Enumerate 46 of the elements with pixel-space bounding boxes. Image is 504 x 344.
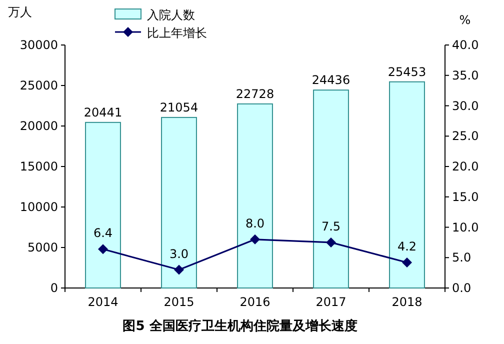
data-label: 25453 — [388, 64, 426, 79]
point — [174, 264, 184, 275]
y2-tick-label: 5.0 — [452, 250, 472, 265]
x-tick-label: 2014 — [88, 295, 118, 309]
y2-tick-label: 40.0 — [452, 38, 479, 52]
point — [250, 234, 260, 244]
legend-label: 入院人数 — [147, 8, 195, 22]
x-tick-label: 2018 — [392, 295, 422, 309]
y2-tick-label: 25.0 — [452, 129, 479, 144]
data-label: 22728 — [236, 86, 274, 101]
y-tick-label: 10000 — [20, 200, 58, 214]
legend-label: 比上年增长 — [147, 26, 207, 40]
data-label: 7.5 — [321, 219, 341, 234]
data-label: 4.2 — [397, 239, 417, 254]
y2-tick-label: 10.0 — [452, 220, 479, 234]
bar — [85, 122, 121, 288]
y2-tick-label: 0.0 — [452, 281, 472, 295]
x-tick-label: 2015 — [164, 295, 194, 309]
y-axis-title: 万人 — [8, 5, 32, 19]
data-label: 24436 — [312, 73, 350, 88]
point — [326, 237, 336, 248]
data-label: 6.4 — [93, 226, 113, 240]
bar — [313, 90, 349, 288]
data-label: 20441 — [84, 105, 122, 120]
y2-axis-title: % — [459, 13, 471, 27]
text: 图5 全国医疗卫生机构住院量及增长速度 — [122, 318, 358, 334]
data-label: 8.0 — [245, 216, 265, 230]
y2-tick-label: 15.0 — [452, 190, 479, 204]
data-label: 21054 — [160, 100, 198, 114]
x-tick-label: 2017 — [316, 295, 346, 309]
y-tick-label: 5000 — [27, 240, 58, 254]
y2-tick-label: 30.0 — [452, 98, 479, 113]
point — [98, 244, 108, 254]
bar — [161, 116, 197, 288]
bar — [237, 103, 273, 288]
y-tick-label: 0 — [50, 281, 58, 295]
y2-tick-label: 35.0 — [452, 68, 479, 82]
y2-tick-label: 20.0 — [452, 160, 479, 174]
data-label: 3.0 — [169, 246, 189, 261]
x-tick-label: 2016 — [240, 295, 270, 309]
y-tick-label: 20000 — [20, 119, 58, 133]
bar — [389, 81, 425, 288]
y-tick-label: 25000 — [20, 78, 58, 92]
point — [402, 257, 412, 268]
y-tick-label: 30000 — [20, 38, 58, 52]
y-tick-label: 15000 — [20, 160, 58, 174]
